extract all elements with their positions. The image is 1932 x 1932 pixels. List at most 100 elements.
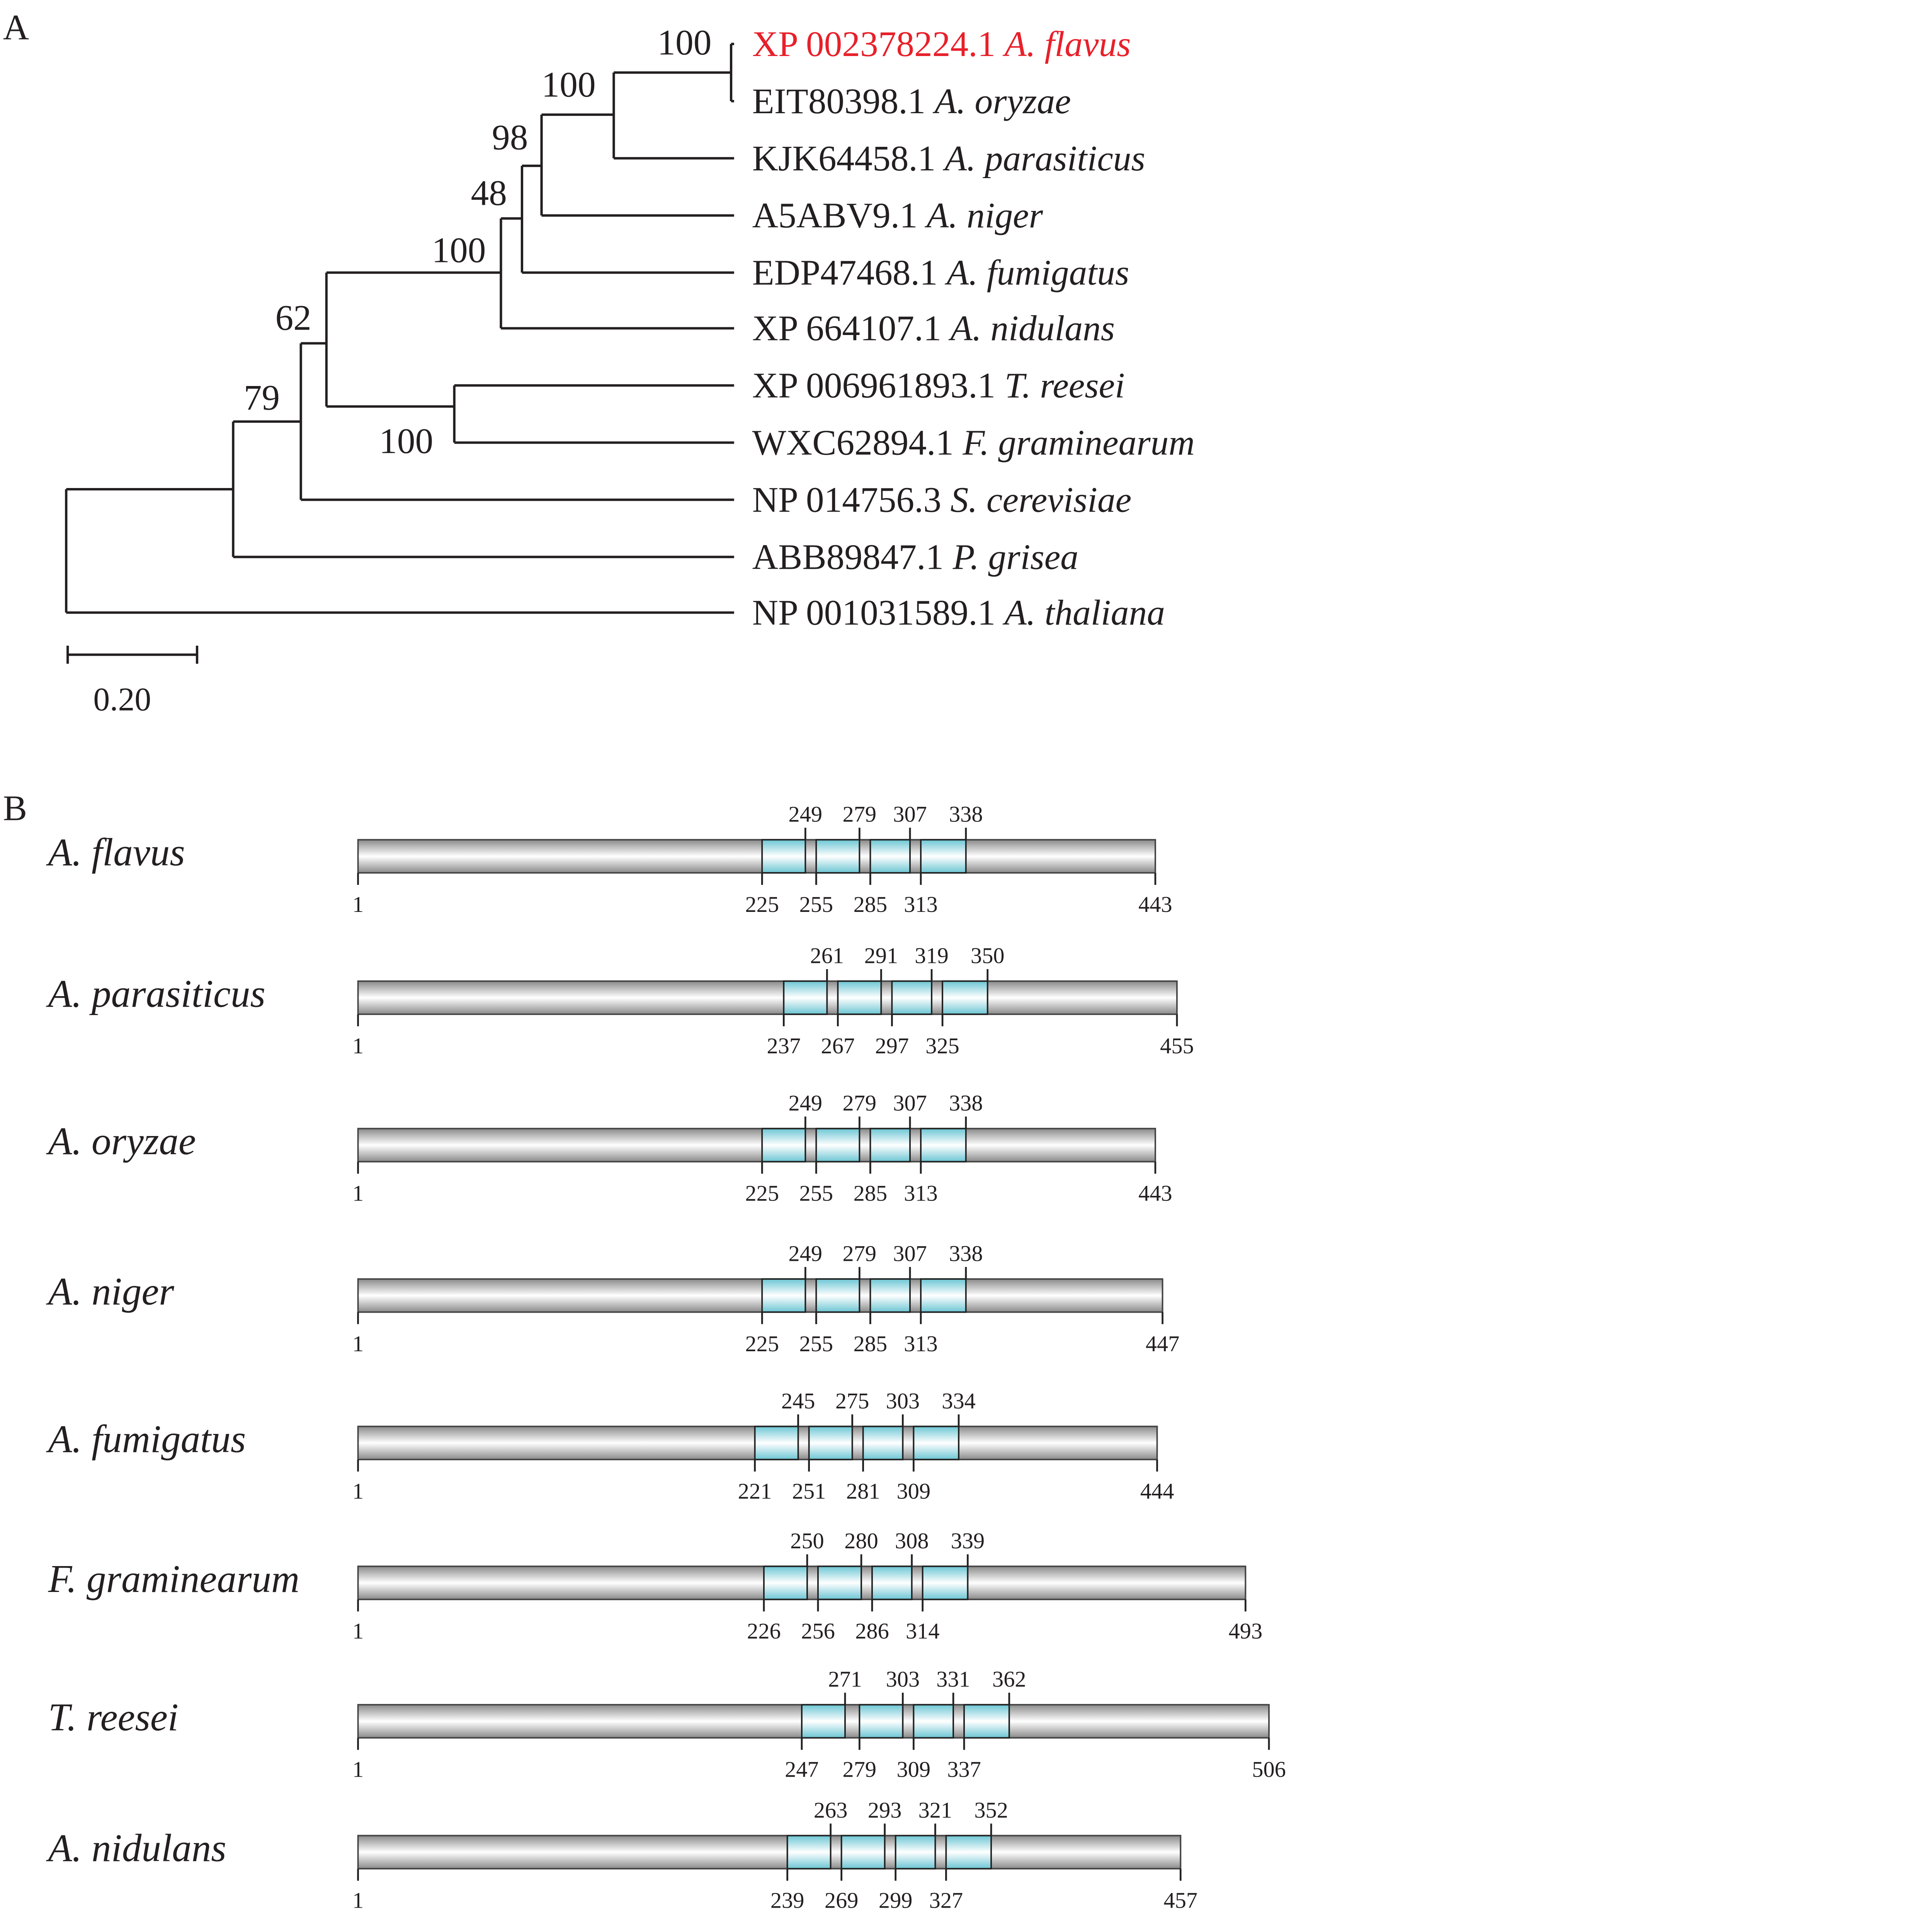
domain-end-label: 263 bbox=[814, 1798, 848, 1823]
accession: XP 664107.1 bbox=[752, 309, 951, 349]
protein-bar bbox=[357, 1835, 1182, 1870]
domain-start-label: 267 bbox=[821, 1033, 855, 1058]
domain-end-label: 352 bbox=[974, 1798, 1008, 1823]
accession: XP 006961893.1 bbox=[752, 366, 1005, 406]
domain-start-label: 297 bbox=[875, 1033, 909, 1058]
zinc-finger-domain bbox=[815, 839, 861, 874]
taxon-label: XP 664107.1 A. nidulans bbox=[752, 309, 1115, 349]
zinc-finger-domain bbox=[815, 1278, 861, 1313]
domain-start-label: 279 bbox=[843, 1757, 877, 1782]
protein-bar bbox=[357, 980, 1178, 1015]
accession: ABB89847.1 bbox=[752, 537, 953, 577]
zinc-finger-domain bbox=[761, 1278, 806, 1313]
domain-start-label: 313 bbox=[904, 892, 938, 917]
domain-start-label: 269 bbox=[825, 1888, 859, 1913]
domain-end-label: 338 bbox=[949, 802, 983, 827]
position-one-label: 1 bbox=[352, 1478, 364, 1503]
domain-end-label: 338 bbox=[949, 1090, 983, 1116]
accession: WXC62894.1 bbox=[752, 423, 963, 463]
length-label: 506 bbox=[1252, 1757, 1286, 1782]
position-one-label: 1 bbox=[352, 1757, 364, 1782]
species-label: A. niger bbox=[46, 1270, 175, 1313]
domain-end-label: 261 bbox=[810, 943, 844, 968]
domain-start-label: 285 bbox=[854, 892, 888, 917]
length-label: 444 bbox=[1140, 1478, 1174, 1503]
domain-end-label: 338 bbox=[949, 1241, 983, 1266]
length-label: 493 bbox=[1229, 1619, 1263, 1644]
domain-end-label: 280 bbox=[844, 1528, 878, 1553]
protein-bar bbox=[357, 1128, 1156, 1163]
zinc-finger-domain bbox=[963, 1704, 1010, 1739]
protein-bar bbox=[357, 839, 1156, 874]
taxon-label: NP 014756.3 S. cerevisiae bbox=[752, 480, 1132, 520]
position-one-label: 1 bbox=[352, 1331, 364, 1356]
domain-start-label: 239 bbox=[770, 1888, 804, 1913]
zinc-finger-domain bbox=[895, 1835, 936, 1870]
species-name: F. graminearum bbox=[963, 423, 1195, 463]
species-label: A. fumigatus bbox=[46, 1417, 246, 1461]
species-name: A. oryzae bbox=[932, 82, 1071, 121]
domain-start-label: 256 bbox=[801, 1619, 835, 1644]
domain-start-label: 314 bbox=[906, 1619, 940, 1644]
domain-start-label: 225 bbox=[745, 1331, 779, 1356]
domain-start-label: 313 bbox=[904, 1331, 938, 1356]
domain-start-label: 285 bbox=[854, 1181, 888, 1206]
zinc-finger-domain bbox=[761, 1128, 806, 1163]
domain-start-label: 313 bbox=[904, 1181, 938, 1206]
length-label: 447 bbox=[1146, 1331, 1180, 1356]
domain-start-label: 225 bbox=[745, 892, 779, 917]
zinc-finger-domain bbox=[815, 1128, 861, 1163]
domain-end-label: 303 bbox=[886, 1667, 920, 1692]
domain-end-label: 249 bbox=[789, 1090, 823, 1116]
zinc-finger-domain bbox=[754, 1425, 799, 1461]
protein-row: A. fumigatus 221 245 251 275 281 303 309 334 1 444 bbox=[46, 1388, 1174, 1504]
domain-start-label: 286 bbox=[855, 1619, 889, 1644]
species-name: S. cerevisiae bbox=[951, 480, 1132, 520]
domain-start-label: 309 bbox=[897, 1757, 931, 1782]
domain-end-label: 271 bbox=[828, 1667, 862, 1692]
zinc-finger-domain bbox=[761, 839, 806, 874]
protein-bar bbox=[357, 1278, 1163, 1313]
scale-bar-label: 0.20 bbox=[93, 681, 151, 718]
domain-start-label: 225 bbox=[745, 1181, 779, 1206]
accession: NP 014756.3 bbox=[752, 480, 951, 520]
zinc-finger-domain bbox=[920, 1128, 967, 1163]
domain-start-label: 255 bbox=[799, 1331, 833, 1356]
zinc-finger-domain bbox=[920, 839, 967, 874]
protein-row: A. niger 225 249 255 279 285 307 313 338 1 447 bbox=[46, 1241, 1180, 1356]
accession: NP 001031589.1 bbox=[752, 593, 1005, 633]
domain-end-label: 293 bbox=[868, 1798, 902, 1823]
domain-end-label: 307 bbox=[893, 802, 927, 827]
domain-end-label: 279 bbox=[843, 1090, 877, 1116]
species-label: A. flavus bbox=[46, 830, 185, 874]
species-name: A. parasiticus bbox=[942, 139, 1145, 179]
zinc-finger-domain bbox=[869, 1278, 911, 1313]
zinc-finger-domain bbox=[920, 1278, 967, 1313]
accession: KJK64458.1 bbox=[752, 139, 945, 179]
bootstrap-value: 100 bbox=[379, 422, 433, 461]
domain-end-label: 291 bbox=[864, 943, 898, 968]
accession: XP 002378224.1 bbox=[752, 24, 1005, 64]
protein-row: T. reesei 247 271 279 303 309 331 337 362 1 506 bbox=[48, 1667, 1286, 1782]
bootstrap-value: 100 bbox=[432, 230, 486, 270]
domain-start-label: 325 bbox=[925, 1033, 959, 1058]
taxon-label: KJK64458.1 A. parasiticus bbox=[752, 139, 1145, 179]
domain-end-label: 307 bbox=[893, 1090, 927, 1116]
domain-start-label: 285 bbox=[854, 1331, 888, 1356]
zinc-finger-domain bbox=[871, 1565, 913, 1600]
protein-row: A. oryzae 225 249 255 279 285 307 313 338 1 443 bbox=[46, 1090, 1172, 1206]
bootstrap-value: 62 bbox=[275, 298, 311, 338]
bootstrap-value: 79 bbox=[244, 378, 280, 418]
zinc-finger-domain bbox=[783, 980, 828, 1015]
domain-start-label: 255 bbox=[799, 892, 833, 917]
domain-end-label: 250 bbox=[790, 1528, 824, 1553]
species-name: P. grisea bbox=[952, 537, 1078, 577]
domain-start-label: 221 bbox=[738, 1478, 772, 1503]
accession: EIT80398.1 bbox=[752, 82, 935, 121]
taxa-labels: XP 002378224.1 A. flavus EIT80398.1 A. or… bbox=[752, 24, 1195, 633]
zinc-finger-domain bbox=[801, 1704, 846, 1739]
domain-start-label: 226 bbox=[747, 1619, 781, 1644]
zinc-finger-domain bbox=[763, 1565, 808, 1600]
zinc-finger-domain bbox=[859, 1704, 904, 1739]
